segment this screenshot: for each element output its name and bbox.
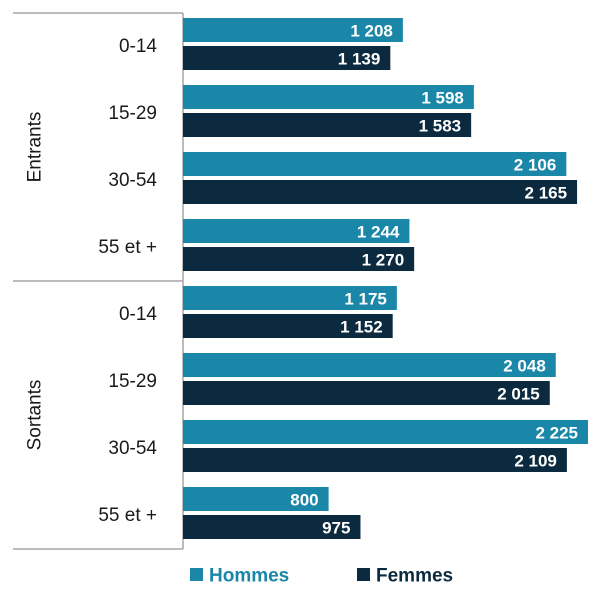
data-label-hommes: 1 208: [350, 22, 393, 41]
bar-hommes: [183, 420, 588, 444]
bar-hommes: [183, 18, 403, 42]
data-label-hommes: 1 175: [344, 290, 387, 309]
category-tick-label: 0-14: [119, 304, 157, 325]
data-label-hommes: 2 048: [503, 357, 546, 376]
legend-label-hommes: Hommes: [209, 566, 289, 587]
bar-hommes: [183, 85, 474, 109]
data-label-femmes: 2 109: [514, 452, 557, 471]
legend-swatch-femmes: [357, 568, 370, 581]
chart-axes: [13, 12, 184, 550]
bar-femmes: [183, 515, 361, 539]
category-tick-label: 55 et +: [98, 237, 157, 258]
data-label-hommes: 1 244: [357, 223, 400, 242]
legend-swatch-hommes: [190, 568, 203, 581]
data-label-femmes: 2 165: [525, 184, 568, 203]
category-tick-label: 0-14: [119, 36, 157, 57]
bar-hommes: [183, 487, 329, 511]
group-label-entrants: Entrants: [25, 112, 46, 183]
category-tick-label: 30-54: [108, 170, 157, 191]
bar-femmes: [183, 247, 415, 271]
category-tick-label: 55 et +: [98, 505, 157, 526]
data-label-hommes: 1 598: [421, 89, 464, 108]
data-label-hommes: 800: [290, 491, 318, 510]
legend-label-femmes: Femmes: [376, 566, 453, 587]
data-label-femmes: 1 139: [338, 50, 381, 69]
bar-femmes: [183, 46, 391, 70]
data-label-hommes: 2 106: [514, 156, 557, 175]
category-tick-label: 15-29: [108, 371, 157, 392]
data-label-femmes: 1 152: [340, 318, 383, 337]
bar-femmes: [183, 314, 393, 338]
data-label-femmes: 1 270: [362, 251, 405, 270]
bar-femmes: [183, 381, 550, 405]
bar-hommes: [183, 353, 556, 377]
data-label-femmes: 1 583: [419, 117, 462, 136]
data-label-femmes: 2 015: [497, 385, 540, 404]
bar-hommes: [183, 286, 397, 310]
group-label-sortants: Sortants: [25, 380, 46, 451]
category-tick-label: 15-29: [108, 103, 157, 124]
bar-hommes: [183, 152, 567, 176]
chart-tick-labels: Entrants Sortants 0-14 15-29 30-54 55 et + 0-1…: [25, 36, 158, 526]
bar-femmes: [183, 113, 472, 137]
chart-legend: Hommes Femmes: [190, 566, 453, 587]
category-tick-label: 30-54: [108, 438, 157, 459]
data-label-femmes: 975: [322, 519, 350, 538]
chart-bars: 1 208 1 598 2 106 1 244 1 175 2 048 2 225 800 1 …: [183, 18, 588, 539]
bar-femmes: [183, 448, 567, 472]
bar-hommes: [183, 219, 410, 243]
bar-femmes: [183, 180, 578, 204]
data-label-hommes: 2 225: [535, 424, 578, 443]
